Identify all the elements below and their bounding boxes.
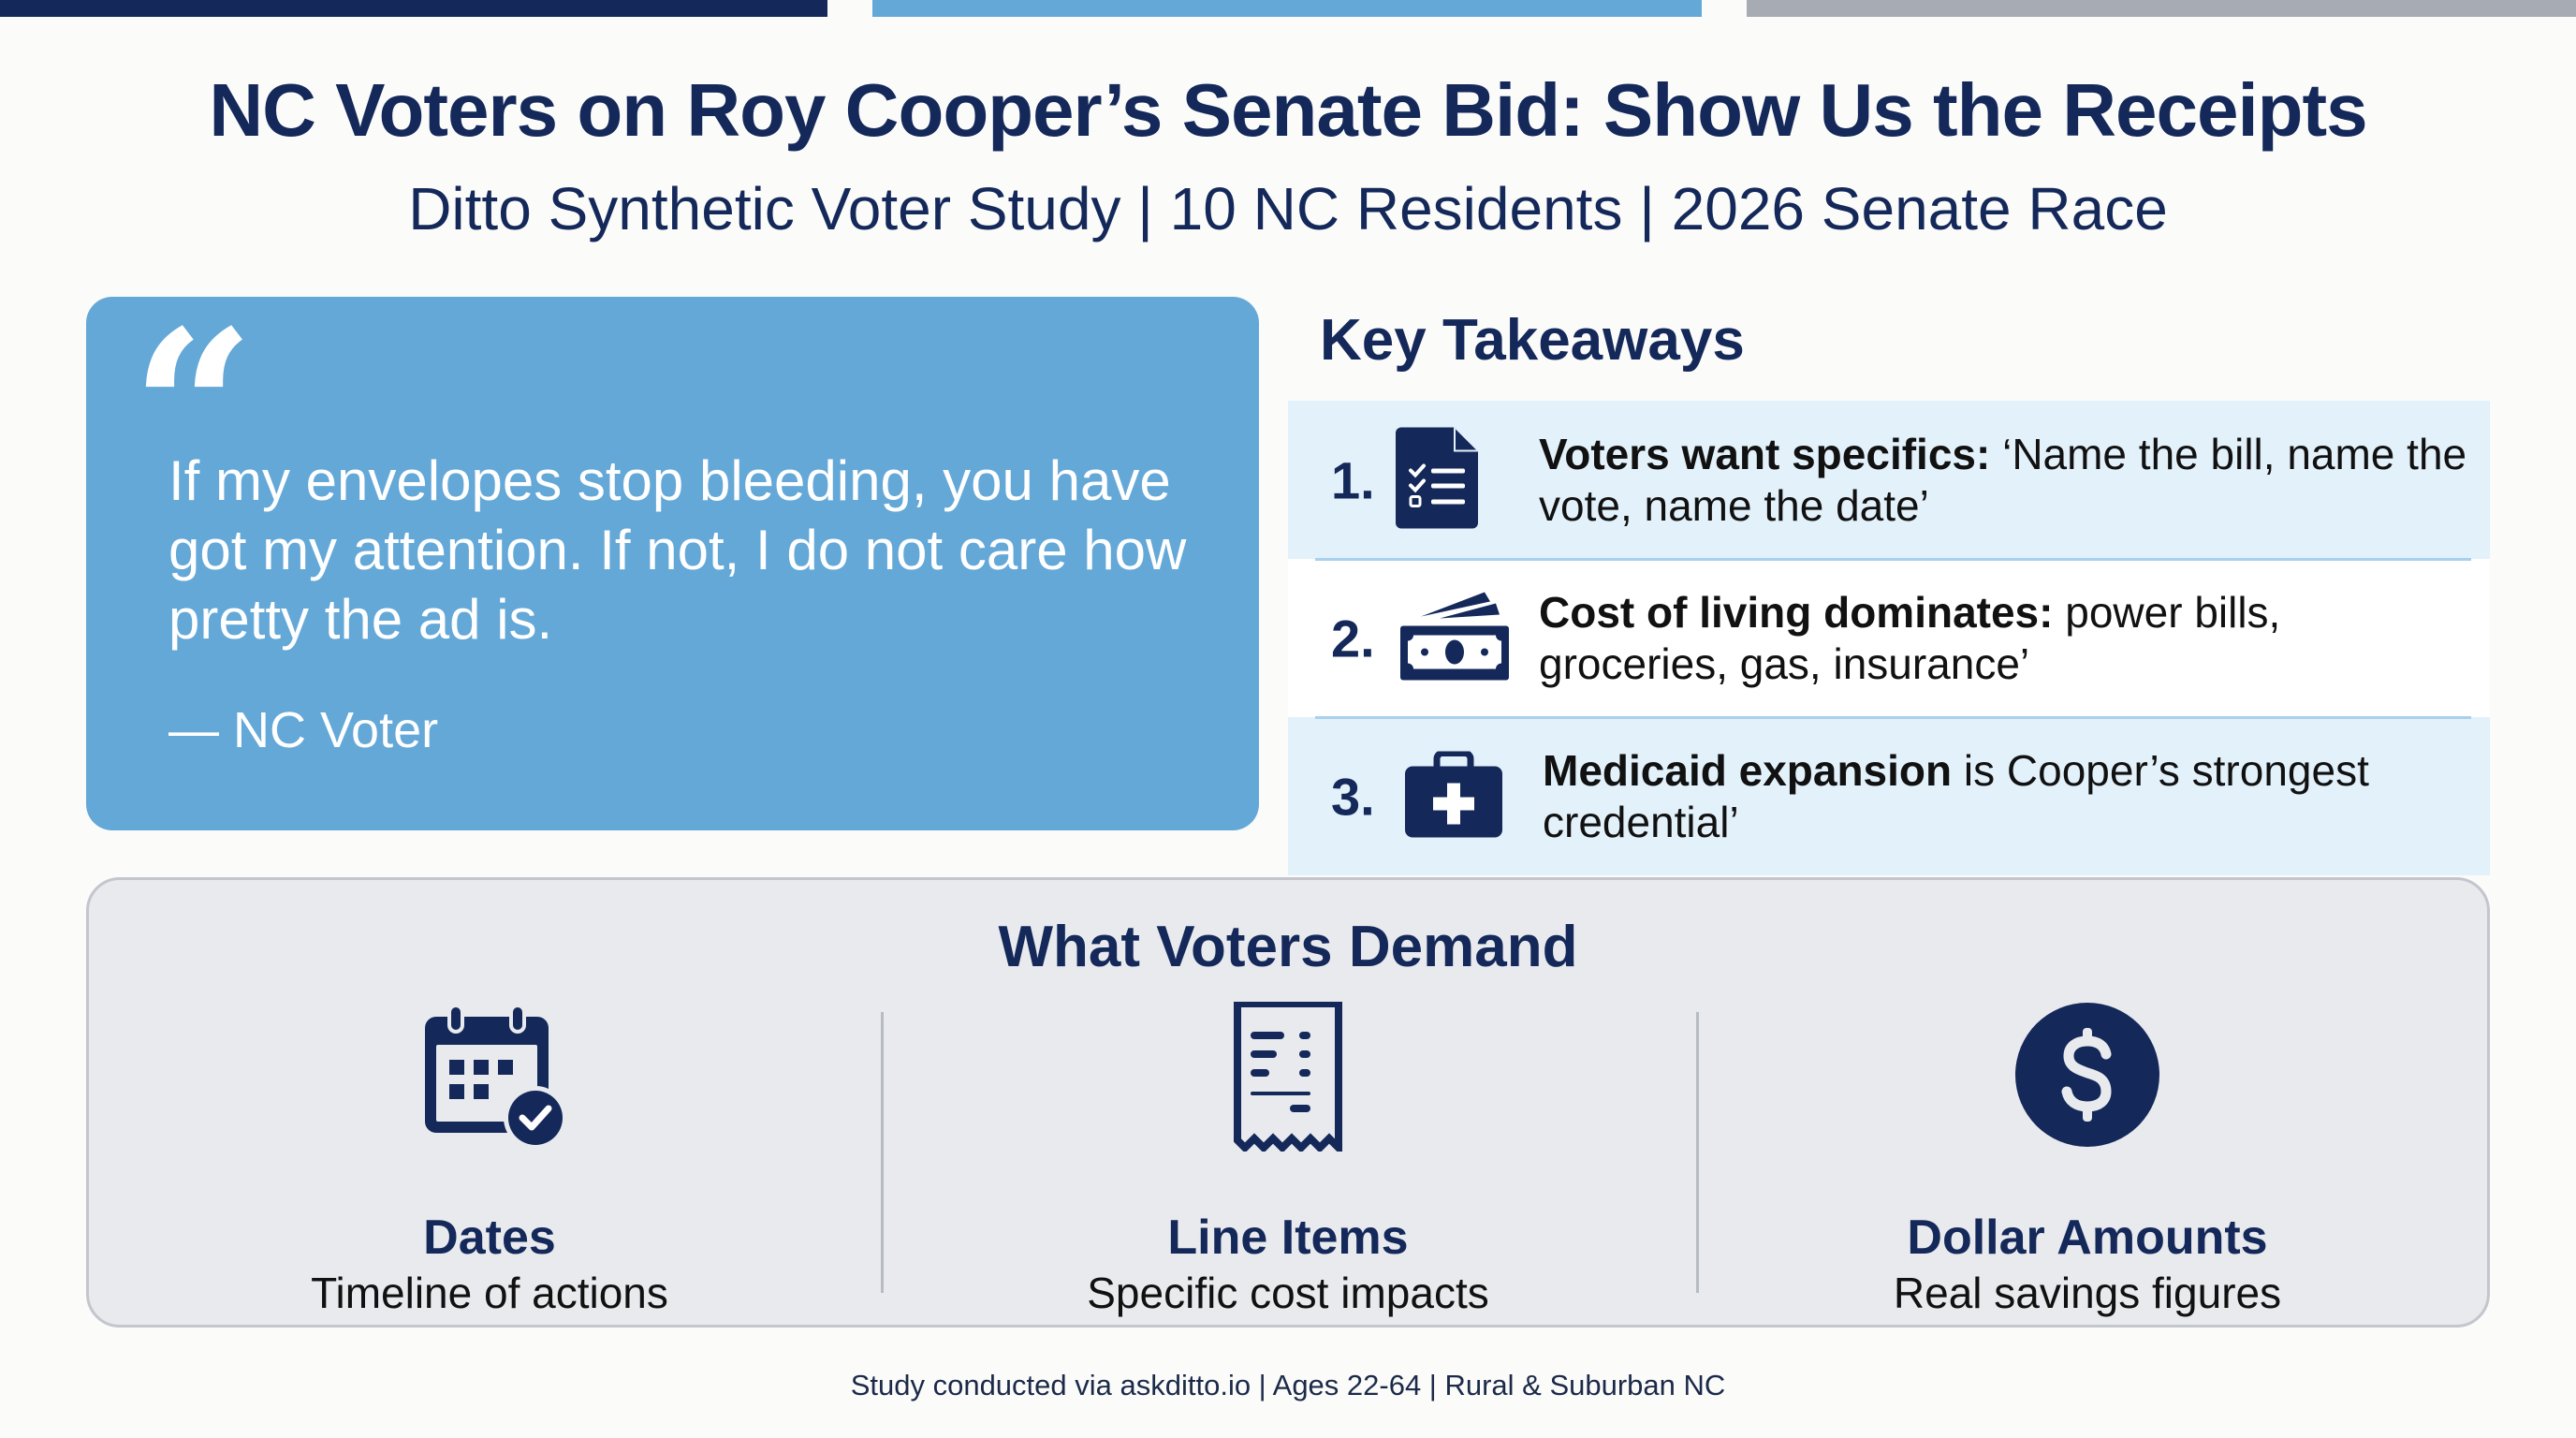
takeaway-item: 3. Medicaid expansion is Cooper’s strong…: [1288, 717, 2490, 875]
takeaway-number: 3.: [1331, 767, 1375, 826]
demand-divider: [881, 1012, 884, 1293]
demand-divider: [1696, 1012, 1699, 1293]
demand-description: Timeline of actions: [311, 1269, 668, 1317]
page-title: NC Voters on Roy Cooper’s Senate Bid: Sh…: [209, 68, 2367, 152]
takeaway-bold: Voters want specifics:: [1539, 429, 1991, 478]
takeaway-text: Cost of living dominates: power bills, g…: [1539, 587, 2475, 690]
takeaway-text: Medicaid expansion is Cooper’s strongest…: [1543, 745, 2479, 848]
demand-label: Dollar Amounts: [1907, 1211, 2268, 1265]
demand-label: Dates: [423, 1211, 556, 1265]
top-bar-navy: [0, 0, 827, 17]
demand-title: What Voters Demand: [998, 915, 1578, 979]
takeaway-divider: [1315, 558, 2471, 561]
takeaway-item: 1. Voters want specifics: ‘Name the bill…: [1288, 401, 2490, 559]
takeaway-detail: ‘Name the bill, name the vote, name the …: [1539, 429, 2467, 530]
receipt-icon: [1232, 1000, 1344, 1157]
demand-description: Specific cost impacts: [1087, 1269, 1489, 1317]
takeaway-bold: Medicaid expansion: [1543, 745, 1953, 795]
demand-label: Line Items: [1167, 1211, 1409, 1265]
top-bar-gray: [1747, 0, 2576, 17]
quote-mark-icon: “: [131, 284, 256, 536]
medical-kit-icon: [1405, 749, 1502, 842]
demand-item-line-items: Line Items Specific cost impacts: [887, 1000, 1689, 1317]
demand-item-dollar-amounts: Dollar Amounts Real savings figures: [1687, 1002, 2488, 1317]
key-takeaways-heading: Key Takeaways: [1320, 308, 1745, 373]
top-bar-blue: [872, 0, 1702, 17]
demand-panel: What Voters Demand Dates Timeline of act…: [86, 877, 2490, 1328]
checklist-document-icon: [1396, 427, 1478, 533]
takeaway-item: 2. Cost of living dominates: power bills…: [1288, 559, 2490, 717]
takeaway-bold: Cost of living dominates:: [1539, 587, 2054, 637]
takeaway-divider: [1315, 716, 2471, 719]
takeaway-detail: power bills, groceries, gas, insurance’: [1539, 587, 2281, 688]
quote-text: If my envelopes stop bleeding, you have …: [168, 449, 1187, 651]
page-subtitle: Ditto Synthetic Voter Study | 10 NC Resi…: [408, 175, 2168, 242]
quote-attribution: — NC Voter: [168, 702, 439, 758]
takeaway-number: 2.: [1331, 609, 1375, 668]
cash-bills-icon: [1398, 590, 1511, 686]
demand-description: Real savings figures: [1893, 1269, 2282, 1317]
takeaway-number: 1.: [1331, 450, 1375, 509]
calendar-check-icon: [408, 1002, 571, 1156]
footer-note: Study conducted via askditto.io | Ages 2…: [850, 1369, 1726, 1401]
takeaway-text: Voters want specifics: ‘Name the bill, n…: [1539, 429, 2475, 532]
dollar-circle-icon: [2014, 1002, 2160, 1152]
takeaway-detail: is Cooper’s strongest credential’: [1543, 745, 2369, 846]
demand-item-dates: Dates Timeline of actions: [89, 1002, 890, 1317]
quote-card: “ If my envelopes stop bleeding, you hav…: [86, 297, 1259, 830]
